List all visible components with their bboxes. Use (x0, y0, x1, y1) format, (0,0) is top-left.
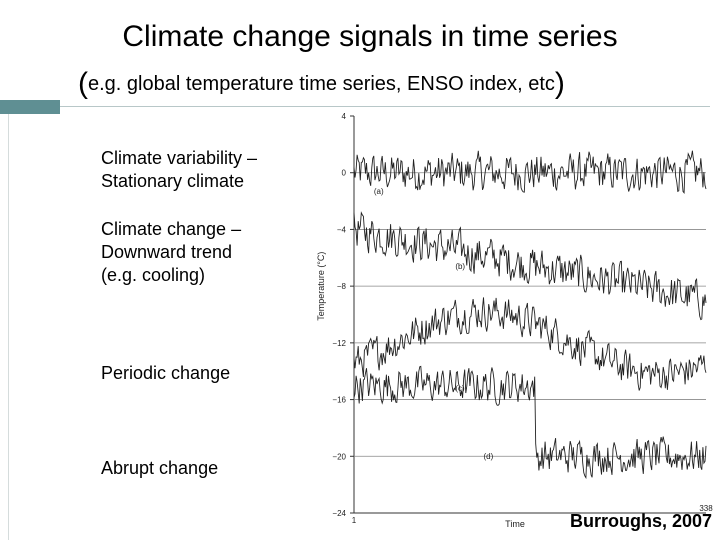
temperature-chart: 4 0 −4 −8 −12 −16 −20 −24 1 338 Time Temperature (°… (316, 112, 713, 529)
label-line: Climate change – (101, 219, 242, 239)
subtitle-text: e.g. global temperature time series, ENS… (88, 73, 555, 95)
y-tick-label: −8 (337, 282, 347, 291)
series-label: (b) (455, 262, 465, 271)
y-tick-label: 4 (342, 112, 347, 121)
label-line: (e.g. cooling) (101, 265, 206, 285)
y-tick-label: −4 (337, 225, 347, 234)
label-line: Periodic change (101, 363, 231, 383)
decorative-left-rule (8, 114, 9, 540)
label-line: Climate variability – (101, 148, 258, 168)
x-tick-label: 1 (352, 516, 357, 525)
label-abrupt-change: Abrupt change (101, 457, 218, 480)
decorative-teal-bar (0, 100, 60, 114)
label-line: Abrupt change (101, 458, 219, 478)
label-climate-change: Climate change – Downward trend (e.g. co… (101, 218, 241, 287)
y-tick-label: −20 (332, 452, 346, 461)
y-tick-label: −16 (332, 396, 346, 405)
y-axis-label: Temperature (°C) (316, 252, 326, 321)
x-axis-label: Time (505, 519, 525, 529)
label-climate-variability: Climate variability – Stationary climate (101, 147, 257, 193)
series-line-d (353, 365, 707, 480)
label-line: Downward trend (101, 242, 233, 262)
series-label: (d) (484, 452, 494, 461)
series-label: (a) (374, 187, 384, 196)
series-label: (c) (455, 384, 465, 393)
subtitle-open-paren: ( (78, 67, 88, 100)
page-subtitle: (e.g. global temperature time series, EN… (78, 64, 565, 100)
subtitle-close-paren: ) (554, 67, 565, 100)
y-tick-label: −12 (332, 339, 346, 348)
label-line: Stationary climate (101, 171, 245, 191)
decorative-divider (60, 106, 710, 107)
series-line-c (353, 297, 707, 391)
y-tick-label: 0 (342, 169, 347, 178)
x-tick-label: 338 (699, 504, 713, 513)
page-title: Climate change signals in time series (122, 20, 618, 53)
source-credit: Burroughs, 2007 (569, 511, 712, 531)
series-line-a (353, 150, 707, 195)
y-tick-label: −24 (332, 509, 346, 518)
series-line-b (353, 211, 707, 321)
label-periodic-change: Periodic change (101, 362, 230, 385)
